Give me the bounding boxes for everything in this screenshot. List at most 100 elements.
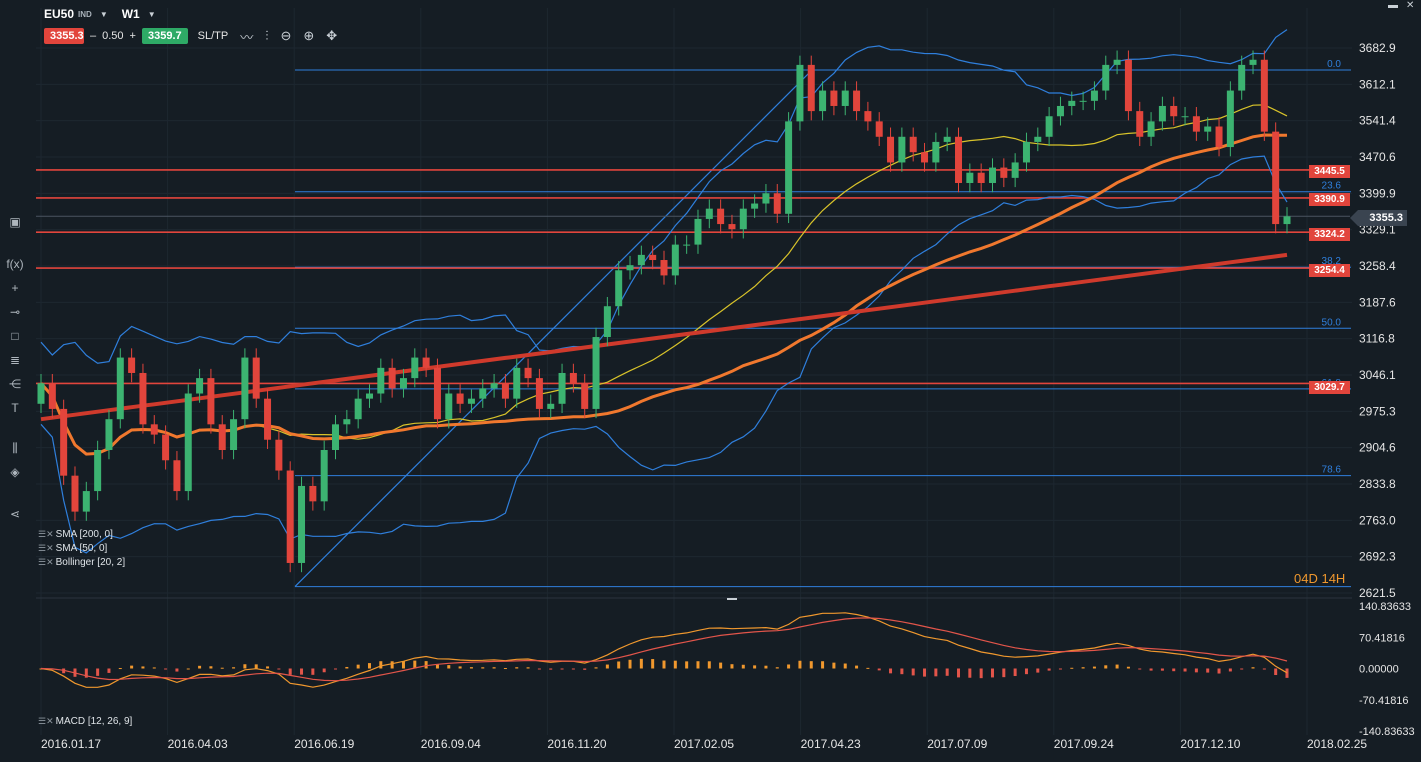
candles-icon[interactable]: ⫶ xyxy=(265,28,269,43)
share-icon[interactable]: ⋖ xyxy=(9,507,21,521)
macd-histogram-bar xyxy=(277,668,281,670)
macd-histogram-bar xyxy=(1013,668,1017,677)
settings-icon[interactable]: ☰✕ xyxy=(38,557,54,567)
macd-histogram-bar xyxy=(934,668,938,677)
level-tag[interactable]: 3324.2 xyxy=(1309,228,1350,241)
layers-icon[interactable]: ◈ xyxy=(10,465,20,479)
candle-body xyxy=(1136,111,1144,137)
level-tag[interactable]: 3445.5 xyxy=(1309,165,1350,178)
close-icon[interactable]: ✕ xyxy=(1406,0,1415,11)
macd-histogram-bar xyxy=(889,668,893,674)
buy-button[interactable]: 3359.7 xyxy=(141,28,188,44)
macd-histogram-bar xyxy=(730,664,734,669)
candle-body xyxy=(456,393,464,404)
crosshair-tool-icon[interactable]: + xyxy=(11,281,19,295)
x-axis-label: 2017.07.09 xyxy=(927,737,987,751)
function-icon[interactable]: f(x) xyxy=(6,257,24,271)
macd-histogram-bar xyxy=(594,667,598,669)
macd-histogram-bar xyxy=(945,668,949,676)
legend-sma50[interactable]: ☰✕ SMA [50, 0] xyxy=(38,543,107,554)
macd-histogram-bar xyxy=(300,668,304,675)
legend-sma200[interactable]: ☰✕ SMA [200, 0] xyxy=(38,529,113,540)
macd-histogram-bar xyxy=(537,668,541,670)
macd-histogram-bar xyxy=(900,668,904,675)
macd-histogram-bar xyxy=(198,665,202,669)
candle-body xyxy=(320,449,328,502)
candle-body xyxy=(1158,105,1166,122)
pitchfork-icon[interactable]: ⋲ xyxy=(9,377,21,391)
candle-body xyxy=(762,193,770,204)
chevron-down-icon[interactable]: ▼ xyxy=(147,9,156,19)
macd-axis-label: 70.41816 xyxy=(1359,632,1405,644)
settings-icon[interactable]: ☰✕ xyxy=(38,543,54,553)
macd-histogram-bar xyxy=(719,662,723,669)
candle-body xyxy=(1260,59,1268,132)
candle-body xyxy=(1204,126,1212,132)
x-axis-label: 2017.02.05 xyxy=(674,737,734,751)
candle-body xyxy=(37,383,45,404)
legend-macd[interactable]: ☰✕ MACD [12, 26, 9] xyxy=(38,716,132,727)
candle-body xyxy=(853,90,861,112)
candle-body xyxy=(751,203,759,209)
macd-histogram-bar xyxy=(979,668,983,679)
sma200-line xyxy=(40,252,1288,422)
rectangle-tool-icon[interactable]: □ xyxy=(11,329,19,343)
macd-histogram-bar xyxy=(481,667,485,669)
symbol-label[interactable]: EU50 xyxy=(44,7,75,21)
candle-body xyxy=(230,419,238,450)
legend-label: SMA [200, 0] xyxy=(55,529,113,540)
text-tool-icon[interactable]: T xyxy=(11,401,19,415)
bollinger-upper xyxy=(40,29,1288,364)
legend-bollinger[interactable]: ☰✕ Bollinger [20, 2] xyxy=(38,557,125,568)
trade-bar: 3355.3 – 0.50 + 3359.7 SL/TP 〰 ⫶ ⊖ ⊕ ✥ xyxy=(44,27,337,45)
level-tag[interactable]: 3029.7 xyxy=(1309,381,1350,394)
window-icon[interactable]: ▬ xyxy=(1388,0,1398,11)
y-axis-label: 3541.4 xyxy=(1359,114,1396,128)
sell-button[interactable]: 3355.3 xyxy=(44,28,84,44)
fibonacci-icon[interactable]: ≣ xyxy=(9,353,21,367)
timeframe-label[interactable]: W1 xyxy=(121,7,140,21)
y-axis-label: 3682.9 xyxy=(1359,41,1396,55)
candle-body xyxy=(1056,105,1064,117)
screen-icon[interactable]: ▣ xyxy=(9,215,21,229)
line-tool-icon[interactable]: ⊸ xyxy=(9,305,21,319)
macd-histogram-bar xyxy=(503,668,507,670)
macd-signal-line xyxy=(40,617,1288,682)
candle-body xyxy=(785,121,793,214)
settings-icon[interactable]: ☰✕ xyxy=(38,716,54,726)
chevron-down-icon[interactable]: ▼ xyxy=(99,9,108,19)
candle-body xyxy=(309,485,317,502)
macd-histogram-bar xyxy=(821,661,825,669)
sltp-button[interactable]: SL/TP xyxy=(197,30,229,42)
candle-body xyxy=(739,208,747,230)
macd-histogram-bar xyxy=(526,667,530,669)
macd-histogram-bar xyxy=(447,665,451,669)
zoom-out-icon[interactable]: ⊖ xyxy=(280,28,292,43)
crosshair-icon[interactable]: ✥ xyxy=(326,28,338,43)
x-axis-label: 2016.09.04 xyxy=(421,737,481,751)
zoom-in-icon[interactable]: ⊕ xyxy=(303,28,315,43)
indicators-icon[interactable]: ⫼ xyxy=(12,441,18,455)
spread-plus[interactable]: + xyxy=(129,30,136,42)
spread-minus[interactable]: – xyxy=(90,30,97,42)
macd-histogram-bar xyxy=(866,667,870,669)
candle-body xyxy=(649,254,657,261)
macd-histogram-bar xyxy=(469,667,473,669)
y-axis-label: 2833.8 xyxy=(1359,477,1396,491)
level-tag[interactable]: 3254.4 xyxy=(1309,264,1350,277)
level-tag[interactable]: 3390.9 xyxy=(1309,193,1350,206)
macd-histogram-bar xyxy=(130,665,134,669)
macd-histogram-bar xyxy=(877,668,881,671)
macd-histogram-bar xyxy=(1206,668,1210,673)
macd-histogram-bar xyxy=(764,665,768,669)
macd-histogram-bar xyxy=(96,668,100,676)
macd-histogram-bar xyxy=(390,661,394,669)
macd-histogram-bar xyxy=(1149,668,1153,671)
candle-body xyxy=(1181,116,1189,118)
candle-body xyxy=(615,270,623,307)
settings-icon[interactable]: ☰✕ xyxy=(38,529,54,539)
line-chart-icon[interactable]: 〰 xyxy=(240,29,254,45)
candle-body xyxy=(467,398,475,404)
candle-body xyxy=(150,424,158,435)
